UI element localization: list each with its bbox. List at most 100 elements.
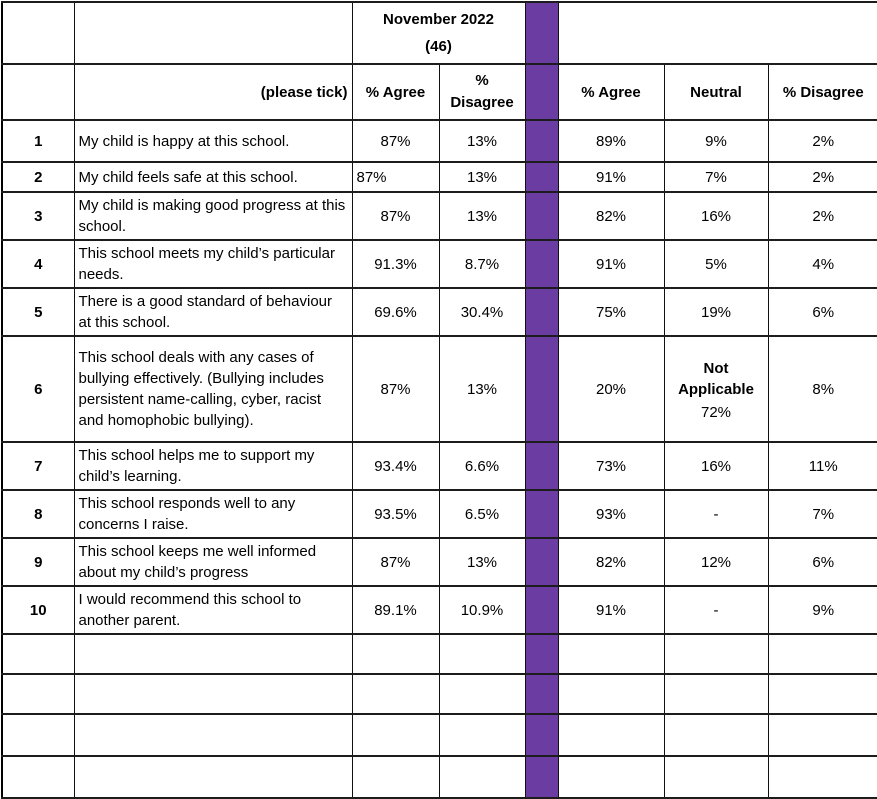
disagree-cell: 2% [767,191,877,241]
statement-cell: This school responds well to any concern… [73,489,353,539]
row-number-cell [1,713,75,757]
statement-cell [73,713,353,757]
neutral-cell [663,633,769,675]
statement-cell: This school deals with any cases of bull… [73,335,353,443]
disagree-cell: 7% [767,489,877,539]
period-title-line2: (46) [425,38,452,55]
row-number-cell: 5 [1,287,75,337]
disagree-cell [767,713,877,757]
header-row-columns: (please tick) % Agree % Disagree % Agree… [1,63,877,121]
row-number-cell [1,755,75,799]
disagree-cell: 4% [767,239,877,289]
col-header-disagree-2022: % Disagree [438,63,526,121]
statement-cell: My child is happy at this school. [73,119,353,163]
agree-2022-cell: 89.1% [351,585,440,635]
statement-header-cell-empty [73,1,353,65]
row-number-cell: 7 [1,441,75,491]
agree-cell [557,713,665,757]
disagree-2022-cell: 6.6% [438,441,526,491]
disagree-2022-cell: 13% [438,335,526,443]
disagree-2022-cell: 13% [438,191,526,241]
table-row: 7 This school helps me to support my chil… [1,441,877,491]
disagree-2022-cell [438,673,526,715]
statement-cell: This school helps me to support my child… [73,441,353,491]
row-number-cell: 8 [1,489,75,539]
col-header-agree: % Agree [557,63,665,121]
agree-2022-cell [351,673,440,715]
disagree-cell: 2% [767,161,877,193]
neutral-label: Not Applicable [678,359,754,398]
statement-cell [73,633,353,675]
neutral-cell [663,713,769,757]
header-row-period: November 2022 (46) [1,1,877,65]
disagree-2022-cell [438,633,526,675]
agree-2022-cell [351,713,440,757]
agree-2022-cell: 87% [351,537,440,587]
neutral-cell: - [663,489,769,539]
agree-cell: 75% [557,287,665,337]
agree-cell: 82% [557,537,665,587]
table-row: 6 This school deals with any cases of bul… [1,335,877,443]
statement-cell: This school meets my child’s particular … [73,239,353,289]
row-number-cell [1,633,75,675]
table-row: 2 My child feels safe at this school. 87% 1… [1,161,877,193]
agree-cell: 73% [557,441,665,491]
disagree-2022-cell: 30.4% [438,287,526,337]
agree-cell: 91% [557,585,665,635]
row-number-cell: 3 [1,191,75,241]
table-row: 5 There is a good standard of behaviour a… [1,287,877,337]
disagree-cell: 8% [767,335,877,443]
number-header-cell [1,63,75,121]
agree-2022-cell [351,755,440,799]
purple-divider-cell [524,63,559,121]
table-row: 10 I would recommend this school to anoth… [1,585,877,635]
neutral-cell: 12% [663,537,769,587]
neutral-cell: Not Applicable 72% [663,335,769,443]
agree-cell: 91% [557,239,665,289]
statement-cell: My child is making good progress at this… [73,191,353,241]
agree-2022-cell: 87% [351,335,440,443]
disagree-2022-cell: 13% [438,161,526,193]
statement-cell: There is a good standard of behaviour at… [73,287,353,337]
disagree-2022-cell [438,713,526,757]
disagree-cell [767,633,877,675]
purple-divider-cell [524,239,559,289]
agree-2022-cell [351,633,440,675]
table-row: 8 This school responds well to any concer… [1,489,877,539]
table-row: 4 This school meets my child’s particular… [1,239,877,289]
agree-cell: 93% [557,489,665,539]
purple-divider-cell [524,713,559,757]
neutral-cell: 9% [663,119,769,163]
row-number-cell: 9 [1,537,75,587]
neutral-cell: 16% [663,441,769,491]
neutral-cell [663,673,769,715]
right-header-empty-cell [557,1,877,65]
col-header-agree-2022: % Agree [351,63,440,121]
disagree-cell: 6% [767,537,877,587]
statement-cell: My child feels safe at this school. [73,161,353,193]
purple-divider-cell [524,335,559,443]
purple-divider-cell [524,585,559,635]
statement-cell [73,755,353,799]
neutral-cell: 7% [663,161,769,193]
disagree-2022-cell [438,755,526,799]
agree-cell [557,673,665,715]
purple-divider-cell [524,537,559,587]
disagree-2022-cell: 10.9% [438,585,526,635]
disagree-2022-cell: 13% [438,537,526,587]
row-number-cell: 4 [1,239,75,289]
agree-2022-cell: 87% [351,161,440,193]
agree-cell [557,755,665,799]
empty-row [1,755,877,799]
disagree-cell: 9% [767,585,877,635]
period-title-line1: November 2022 [383,11,494,28]
neutral-cell: 19% [663,287,769,337]
agree-2022-cell: 91.3% [351,239,440,289]
col-header-disagree: % Disagree [767,63,877,121]
row-number-cell: 1 [1,119,75,163]
purple-divider-cell [524,191,559,241]
period-title-cell: November 2022 (46) [351,1,526,65]
statement-cell: I would recommend this school to another… [73,585,353,635]
purple-divider-cell [524,1,559,65]
